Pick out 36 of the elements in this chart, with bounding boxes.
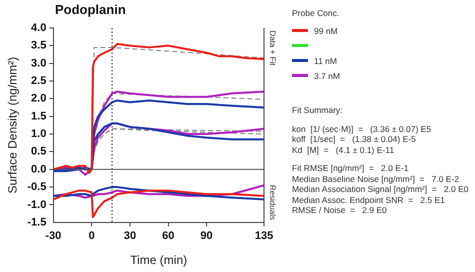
y-tick-label: 2.0 <box>31 92 46 105</box>
x-tick-label: 0 <box>88 230 95 242</box>
text: koff [1/sec] = (1.38 ± 0.04) E-5 <box>292 134 417 144</box>
x-tick-label: -30 <box>45 230 62 242</box>
y-tick-label: 0.0 <box>31 163 46 176</box>
text: kon [1/ (sec·M)] = (3.36 ± 0.07) E5 <box>292 124 432 134</box>
x-tick-label: 135 <box>254 230 274 242</box>
legend-label: 99 nM <box>314 26 338 36</box>
legend-label: 11 nM <box>314 56 337 66</box>
x-tick-label: 30 <box>124 230 136 242</box>
y-tick-label: 1.0 <box>31 128 46 140</box>
legend-label: 3.7 nM <box>314 70 340 80</box>
text: Median Association Signal [ng/mm²] = 2.0 E0 <box>292 184 470 194</box>
text: Median Assoc. Endpoint SNR = 2.5 E1 <box>292 194 446 205</box>
text: RMSE / Noise = 2.9 E0 <box>292 205 388 216</box>
y-tick-label: -1.0 <box>27 198 46 211</box>
text: Fit RMSE [ng/mm²] = 2.0 E-1 <box>292 163 410 174</box>
y-tick-label: 3.5 <box>31 40 46 52</box>
x-tick-label: 90 <box>200 230 213 242</box>
text: Fit Summary: <box>292 105 344 116</box>
y-tick-label: -1.5 <box>27 216 46 228</box>
y-tick-label: 2.5 <box>31 75 46 88</box>
y-tick-label: 4.0 <box>31 22 46 34</box>
x-tick-label: 60 <box>162 230 174 242</box>
y-tick-label: -0.5 <box>27 181 46 194</box>
y-tick-label: 3.0 <box>31 57 46 70</box>
y-tick-label: 0.5 <box>31 146 46 158</box>
text: Median Baseline Noise [ng/mm²] = 7.0 E-2 <box>292 174 460 184</box>
text: Data + Fit <box>268 30 277 66</box>
y-tick-label: 1.5 <box>31 110 46 122</box>
x-axis-title: Time (min) <box>130 253 188 268</box>
chart-title: Podoplanin <box>55 2 126 17</box>
legend-title: Probe Conc. <box>292 8 340 18</box>
y-axis-title: Surface Density (ng/mm²) <box>6 56 20 194</box>
text: Residuals <box>268 184 277 220</box>
text: Kd [M] = (4.1 ± 0.1) E-11 <box>292 144 396 155</box>
